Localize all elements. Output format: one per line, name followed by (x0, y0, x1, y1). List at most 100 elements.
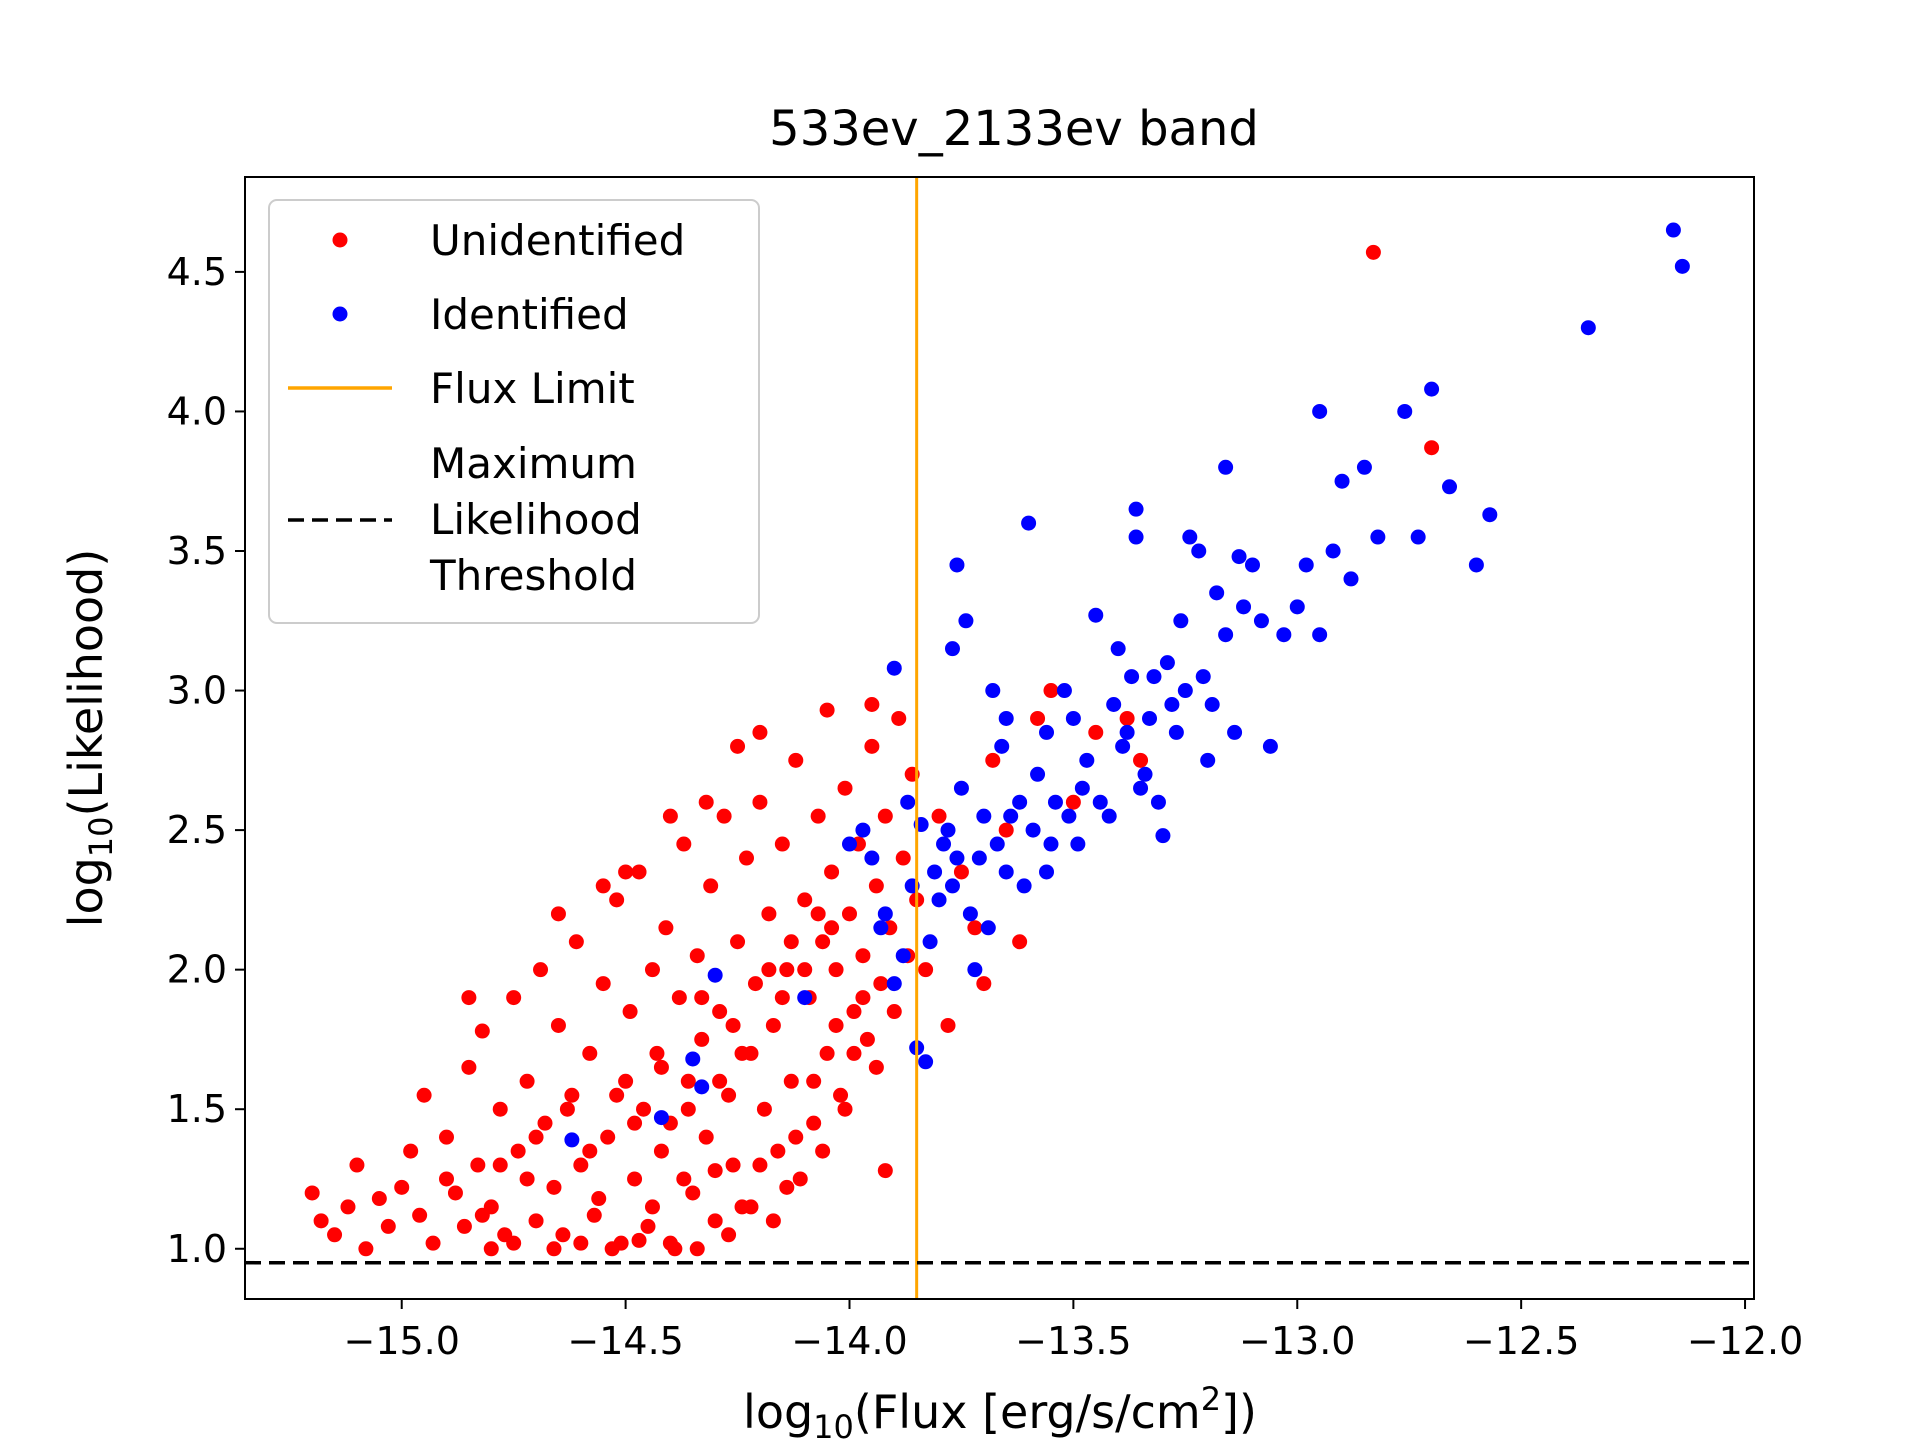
data-point (828, 962, 844, 978)
x-label-suffix: ]) (1221, 1385, 1257, 1439)
data-point (631, 864, 647, 880)
data-point (653, 1110, 669, 1126)
data-point (1133, 752, 1149, 768)
data-point (819, 702, 835, 718)
data-point (403, 1143, 419, 1159)
legend-label: Identified (430, 290, 629, 339)
data-point (313, 1213, 329, 1229)
data-point (1137, 766, 1153, 782)
data-point (980, 920, 996, 936)
data-point (358, 1241, 374, 1257)
legend-unidentified: Unidentified (332, 216, 685, 265)
y-tick-label: 2.5 (167, 808, 227, 852)
data-point (1065, 710, 1081, 726)
data-point (797, 892, 813, 908)
data-point (519, 1073, 535, 1089)
data-point (1397, 403, 1413, 419)
data-point (824, 920, 840, 936)
data-point (971, 850, 987, 866)
data-point (765, 1017, 781, 1033)
data-point (837, 1101, 853, 1117)
y-tick-label: 2.0 (167, 948, 227, 992)
data-point (698, 794, 714, 810)
data-point (622, 1004, 638, 1020)
data-point (940, 822, 956, 838)
data-point (1119, 710, 1135, 726)
data-point (1218, 627, 1234, 643)
data-point (877, 1163, 893, 1179)
legend-identified: Identified (332, 290, 629, 339)
data-point (1012, 934, 1028, 950)
data-point (586, 1207, 602, 1223)
data-point (779, 1179, 795, 1195)
data-point (712, 1073, 728, 1089)
data-point (1424, 381, 1440, 397)
data-point (1047, 794, 1063, 810)
data-point (841, 906, 857, 922)
y-tick-label: 3.0 (167, 669, 227, 713)
y-tick-label: 1.0 (167, 1227, 227, 1271)
scatter-points (304, 222, 1690, 1257)
data-point (1056, 683, 1072, 699)
data-point (886, 976, 902, 992)
data-point (1204, 697, 1220, 713)
data-point (609, 892, 625, 908)
data-point (653, 1143, 669, 1159)
data-point (1191, 543, 1207, 559)
x-tick-label: −12.5 (1463, 1319, 1579, 1363)
data-point (492, 1157, 508, 1173)
data-point (447, 1185, 463, 1201)
data-point (1665, 222, 1681, 238)
data-point (1101, 808, 1117, 824)
data-point (1262, 738, 1278, 754)
data-point (976, 976, 992, 992)
data-point (689, 948, 705, 964)
data-point (1142, 710, 1158, 726)
series-unidentified (304, 244, 1440, 1257)
data-point (797, 962, 813, 978)
data-point (380, 1218, 396, 1234)
data-point (712, 1004, 728, 1020)
data-point (918, 1054, 934, 1070)
y-label-main: (Likelihood) (59, 549, 113, 817)
data-point (873, 920, 889, 936)
data-point (868, 1059, 884, 1075)
data-point (340, 1199, 356, 1215)
data-point (438, 1171, 454, 1187)
data-point (438, 1129, 454, 1145)
data-point (1580, 320, 1596, 336)
data-point (1244, 557, 1260, 573)
x-label-sup: 2 (1201, 1380, 1221, 1418)
legend-box (268, 199, 760, 624)
data-point (1092, 794, 1108, 810)
data-point (550, 906, 566, 922)
data-point (1356, 459, 1372, 475)
data-point (1312, 627, 1328, 643)
data-point (1343, 571, 1359, 587)
data-point (1195, 669, 1211, 685)
data-point (953, 864, 969, 880)
x-tick-label: −14.0 (791, 1319, 907, 1363)
data-point (644, 1199, 660, 1215)
data-point (694, 990, 710, 1006)
data-point (976, 808, 992, 824)
data-point (716, 808, 732, 824)
data-point (694, 1079, 710, 1095)
data-point (806, 1073, 822, 1089)
data-point (895, 850, 911, 866)
data-point (855, 948, 871, 964)
data-point (546, 1241, 562, 1257)
data-point (470, 1157, 486, 1173)
legend-marker (332, 306, 348, 322)
data-point (886, 1004, 902, 1020)
data-point (1168, 724, 1184, 740)
x-tick-label: −14.5 (567, 1319, 683, 1363)
data-point (855, 822, 871, 838)
legend-marker (332, 232, 348, 248)
data-point (1482, 507, 1498, 523)
y-tick-label: 1.5 (167, 1087, 227, 1131)
data-point (1325, 543, 1341, 559)
data-point (694, 1031, 710, 1047)
data-point (618, 1073, 634, 1089)
